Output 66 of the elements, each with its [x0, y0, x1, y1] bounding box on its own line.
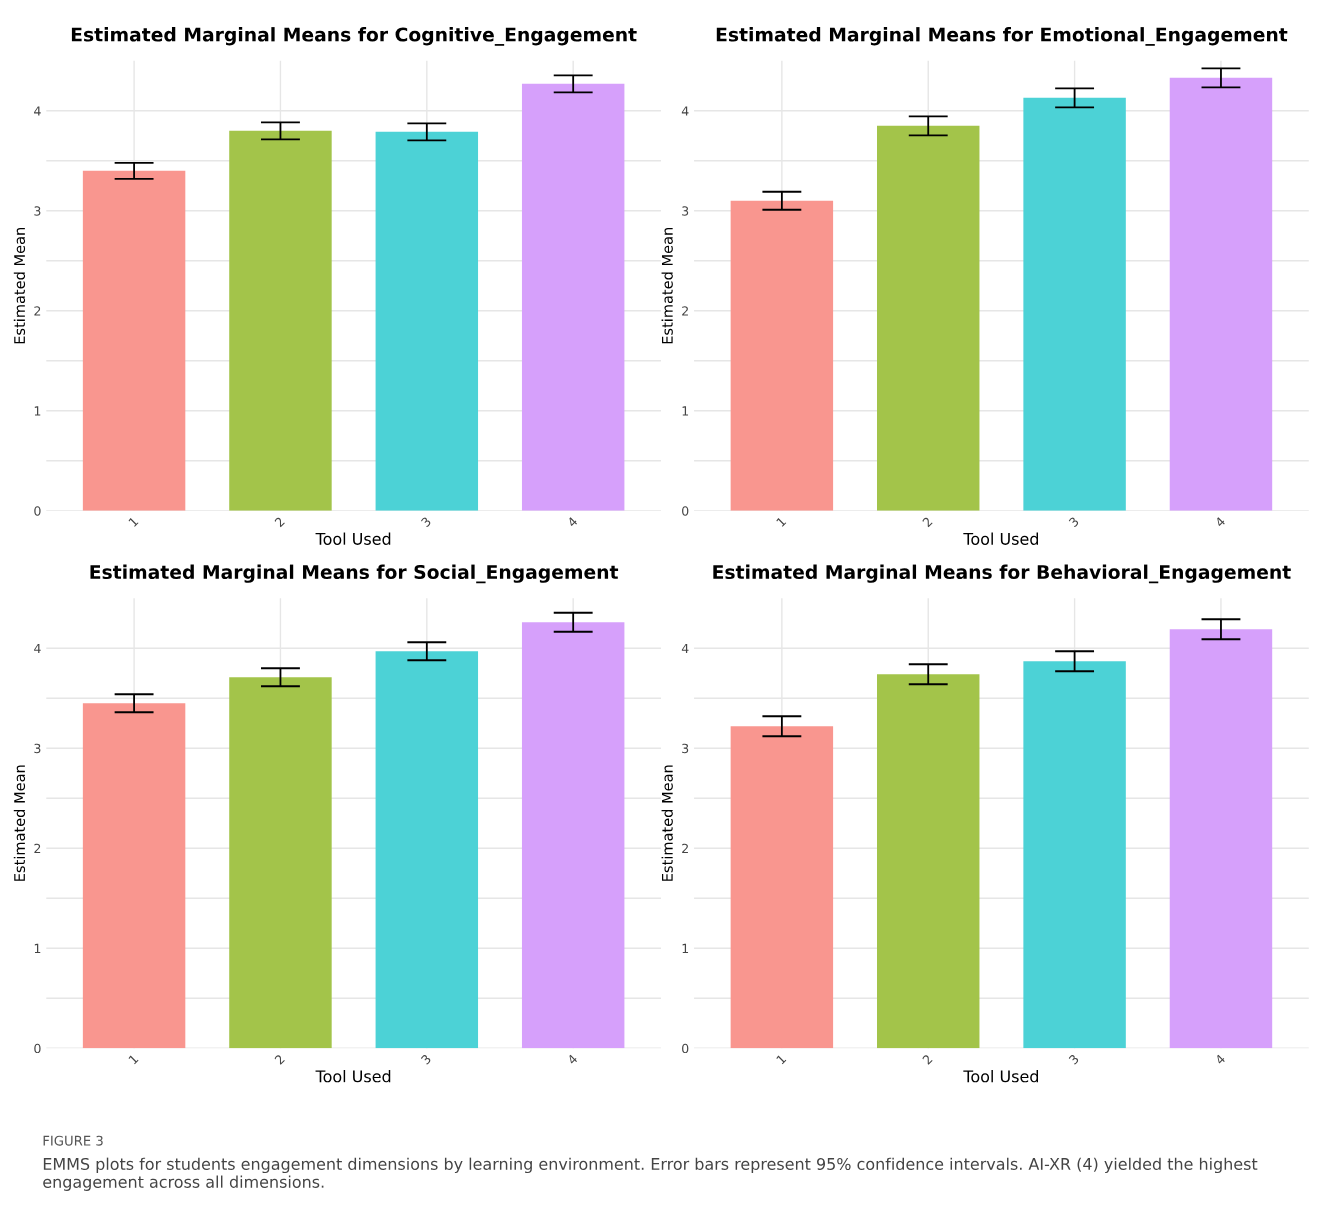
y-tick-label: 3	[34, 206, 41, 216]
x-axis-title: Tool Used	[315, 1070, 391, 1083]
x-tick-label: 1	[128, 516, 139, 527]
x-tick-label: 2	[274, 516, 285, 528]
bar	[521, 83, 625, 511]
chart-title: Estimated Marginal Means for Cognitive_Engagement	[71, 27, 637, 46]
x-tick-label: 2	[921, 1054, 933, 1065]
x-axis-title: Tool Used	[963, 532, 1038, 545]
bar	[375, 131, 479, 511]
x-tick-label: 3	[1068, 516, 1080, 528]
y-tick-label: 1	[34, 943, 41, 953]
x-axis-title: Tool Used	[315, 532, 391, 545]
y-tick-label: 3	[34, 743, 41, 754]
chart-title: Estimated Marginal Means for Emotional_Engagement	[716, 27, 1288, 46]
x-tick-label: 4	[566, 1053, 578, 1065]
y-tick-label: 0	[34, 506, 41, 516]
y-tick-label: 3	[682, 206, 689, 216]
x-tick-label: 3	[420, 1053, 432, 1065]
chart-title: Estimated Marginal Means for Behavioral_Engagement	[713, 564, 1291, 584]
y-tick-label: 4	[681, 106, 689, 116]
y-tick-label: 0	[682, 1043, 689, 1054]
bar	[877, 125, 980, 511]
y-tick-label: 1	[34, 406, 41, 416]
bar	[730, 726, 834, 1049]
x-tick-label: 3	[420, 516, 432, 528]
y-tick-label: 4	[34, 106, 41, 116]
y-tick-label: 2	[34, 843, 41, 853]
y-tick-label: 2	[34, 306, 41, 316]
x-tick-label: 4	[566, 516, 578, 528]
x-tick-label: 4	[1214, 1053, 1226, 1065]
bar	[1169, 77, 1273, 511]
x-tick-label: 2	[921, 516, 933, 528]
y-tick-label: 1	[682, 943, 689, 953]
y-tick-label: 2	[682, 843, 688, 853]
y-axis-title: Estimated Mean	[661, 765, 673, 881]
x-axis-title: Tool Used	[963, 1070, 1038, 1083]
y-axis-title: Estimated Mean	[13, 227, 26, 344]
caption: FIGURE 3	[43, 1135, 103, 1146]
x-tick-label: 2	[274, 1054, 285, 1065]
bar	[229, 130, 332, 511]
y-tick-label: 0	[682, 506, 689, 516]
bar	[521, 622, 625, 1049]
bar	[82, 703, 186, 1049]
text: EMMS plots for students engagement dimensions by learning environment. Error bars represent 95% confidence intervals. AI-XR (4) yielded the highest engagement across all dimensions.	[43, 1157, 1258, 1191]
x-tick-label: 1	[776, 1054, 787, 1065]
y-tick-label: 4	[681, 643, 689, 654]
x-tick-label: 1	[128, 1054, 139, 1065]
bar	[375, 651, 479, 1049]
y-tick-label: 0	[34, 1043, 41, 1054]
bar	[877, 674, 980, 1049]
bar	[730, 200, 834, 511]
x-tick-label: 1	[776, 516, 787, 527]
x-tick-label: 3	[1068, 1053, 1080, 1065]
y-axis-title: Estimated Mean	[661, 227, 673, 344]
y-tick-label: 2	[682, 306, 688, 316]
bar	[1023, 661, 1126, 1049]
bar	[229, 677, 332, 1049]
y-tick-label: 3	[682, 743, 689, 754]
bar	[1169, 629, 1273, 1049]
y-tick-label: 4	[34, 643, 41, 654]
x-tick-label: 4	[1214, 516, 1226, 528]
bar	[1023, 97, 1126, 511]
chart-title: Estimated Marginal Means for Social_Engagement	[90, 564, 619, 584]
y-tick-label: 1	[682, 406, 689, 416]
bar	[82, 170, 186, 511]
y-axis-title: Estimated Mean	[13, 765, 26, 881]
